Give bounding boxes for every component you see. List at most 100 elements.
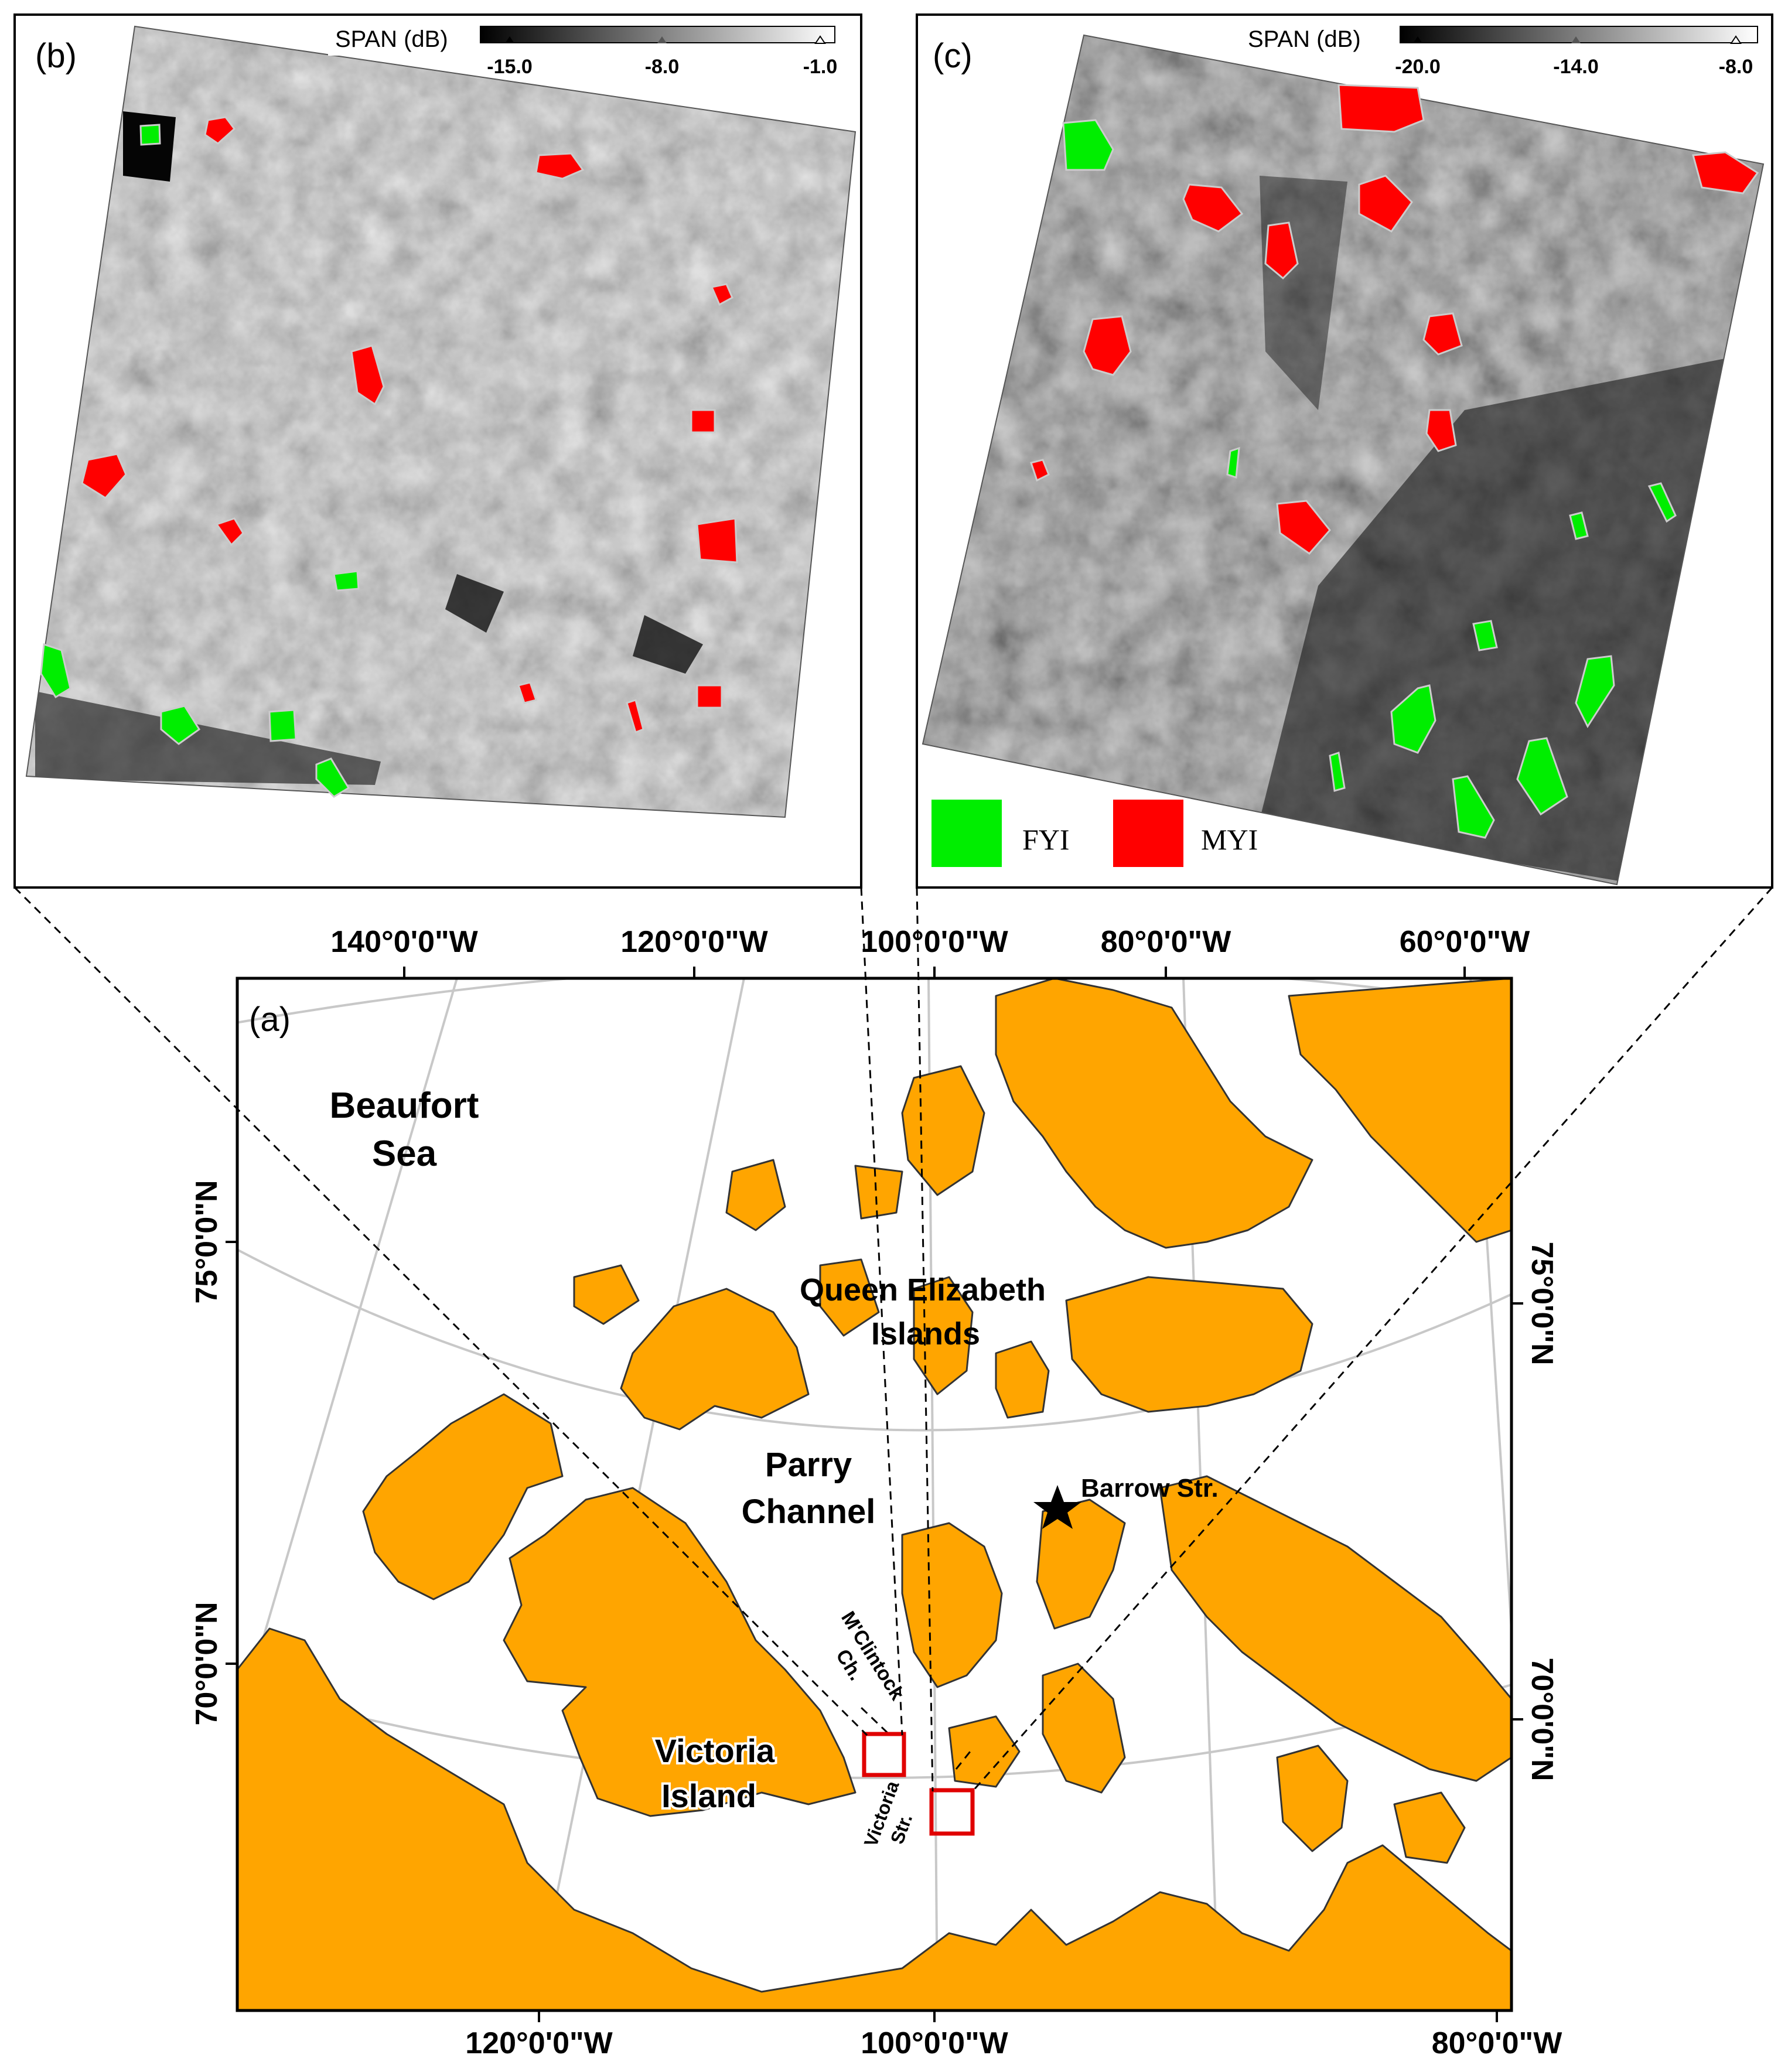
colorbar-b: SPAN (dB) -15.0 -8.0 -1.0 <box>328 18 837 78</box>
fyi-polygon <box>1452 775 1495 839</box>
prince-of-wales-island <box>901 1522 1003 1688</box>
fyi-polygon <box>139 124 161 146</box>
colorbar-b-tick-2: -8.0 <box>645 56 680 78</box>
lat-label-left-1: 75°0'0"N <box>190 1180 224 1303</box>
colorbar-b-tick-1: -15.0 <box>487 56 533 78</box>
legend: FYI MYI <box>931 800 1258 867</box>
fyi-polygon <box>268 709 297 742</box>
connector-lines <box>860 1706 974 1770</box>
axel-heiberg-island <box>901 1065 985 1196</box>
myi-polygon <box>1030 459 1050 482</box>
greenland <box>1288 978 1511 1243</box>
colorbar-c-title: SPAN (dB) <box>1248 26 1361 52</box>
lon-label-bottom-1: 120°0'0"W <box>465 2026 613 2060</box>
legend-label-fyi: FYI <box>1022 823 1070 856</box>
map-ticks <box>226 967 1523 2022</box>
myi-polygon <box>1422 312 1463 356</box>
legend-swatch-fyi <box>931 800 1002 867</box>
label-queen-elizabeth: Queen Elizabeth <box>800 1272 1046 1308</box>
myi-polygon <box>215 517 244 547</box>
study-area-box-b[interactable] <box>862 1732 906 1777</box>
sample-polygons-b <box>40 116 738 798</box>
right-latitude-labels: 75°0'0"N 70°0'0"N <box>1525 1241 1559 1781</box>
myi-polygon <box>690 409 716 433</box>
myi-polygon <box>710 283 733 306</box>
lon-label-top-5: 60°0'0"W <box>1400 925 1530 959</box>
legend-swatch-myi <box>1113 800 1183 867</box>
lat-label-right-2: 70°0'0"N <box>1525 1657 1559 1781</box>
melville-island <box>620 1288 810 1431</box>
sar-image-b <box>26 26 855 817</box>
map-frame <box>236 977 1513 2012</box>
colorbar-c-tick-1: -20.0 <box>1395 56 1441 78</box>
lat-label-right-1: 75°0'0"N <box>1525 1241 1559 1365</box>
legend-label-myi: MYI <box>1201 823 1258 856</box>
myi-polygon <box>626 699 644 733</box>
myi-polygon <box>81 453 127 499</box>
colorbar-b-title: SPAN (dB) <box>335 26 448 52</box>
baffin-island <box>1159 1475 1511 1782</box>
king-william-island <box>948 1715 1021 1788</box>
colorbar-c-tick-2: -14.0 <box>1553 56 1599 78</box>
colorbar-c-tick-3: -8.0 <box>1719 56 1753 78</box>
label-sea: Sea <box>372 1134 437 1174</box>
panel-c: (c) SPAN (dB) -20.0 -14.0 -8.0 FYI MYI <box>916 13 1773 889</box>
boothia-peninsula <box>1042 1663 1126 1794</box>
lon-label-top-2: 120°0'0"W <box>620 925 768 959</box>
sar-image-c <box>923 35 1763 885</box>
panel-c-label: (c) <box>933 37 973 75</box>
myi-polygon <box>1182 183 1244 233</box>
label-barrow-strait: Barrow Str. <box>1081 1474 1219 1503</box>
label-channel: Channel <box>742 1493 876 1531</box>
myi-polygon <box>1083 315 1132 376</box>
ellesmere-island <box>995 978 1313 1249</box>
barrow-strait-star <box>1033 1485 1081 1529</box>
myi-polygon <box>696 517 738 564</box>
lon-label-bottom-3: 80°0'0"W <box>1432 2026 1562 2060</box>
devon-island <box>1065 1276 1313 1413</box>
label-beaufort: Beaufort <box>330 1086 479 1126</box>
island <box>854 1165 903 1220</box>
fyi-polygon <box>1575 655 1615 729</box>
somerset-island <box>1036 1498 1126 1630</box>
southampton-island <box>1393 1791 1466 1864</box>
label-victoria: Victoria <box>655 1732 775 1769</box>
myi-polygon <box>204 116 236 145</box>
top-longitude-labels: 140°0'0"W 120°0'0"W 100°0'0"W 80°0'0"W 6… <box>330 925 1530 959</box>
fyi-polygon <box>40 643 71 699</box>
lon-label-top-3: 100°0'0"W <box>861 925 1008 959</box>
fyi-polygon <box>160 705 201 745</box>
fyi-polygon <box>1472 620 1498 651</box>
myi-polygon <box>350 344 385 406</box>
study-area-box-c[interactable] <box>929 1788 975 1836</box>
myi-polygon <box>1692 151 1759 194</box>
lat-label-left-2: 70°0'0"N <box>190 1602 224 1725</box>
label-parry: Parry <box>765 1446 852 1484</box>
fyi-polygon <box>1647 482 1677 523</box>
melville-peninsula <box>1276 1745 1349 1852</box>
cornwallis-island <box>995 1340 1050 1419</box>
label-island: Island <box>661 1777 756 1814</box>
fyi-polygon <box>1329 752 1346 792</box>
panel-a-label: (a) <box>249 1001 291 1039</box>
myi-polygon <box>1264 221 1299 280</box>
lon-label-top-1: 140°0'0"W <box>330 925 478 959</box>
panel-a: Beaufort Sea Queen Elizabeth Islands Par… <box>190 925 1562 2060</box>
fyi-polygon <box>333 570 360 592</box>
island <box>725 1159 786 1231</box>
colorbar-b-tick-3: -1.0 <box>803 56 838 78</box>
fyi-polygon <box>1569 511 1589 540</box>
myi-polygon <box>1425 409 1457 452</box>
mainland <box>237 1627 1511 2010</box>
fyi-polygon <box>1226 446 1240 479</box>
zoom-lines <box>13 886 1773 1792</box>
myi-polygon <box>535 152 585 180</box>
colorbar-c: SPAN (dB) -20.0 -14.0 -8.0 <box>1236 18 1766 78</box>
panel-b: (b) SPAN (dB) -15.0 -8.0 -1.0 <box>13 13 862 889</box>
myi-polygon <box>1276 500 1331 555</box>
bathurst-island <box>913 1276 974 1395</box>
victoria-island <box>503 1487 857 1817</box>
bottom-longitude-labels: 120°0'0"W 100°0'0"W 80°0'0"W <box>465 2026 1562 2060</box>
myi-polygon <box>1358 175 1413 233</box>
